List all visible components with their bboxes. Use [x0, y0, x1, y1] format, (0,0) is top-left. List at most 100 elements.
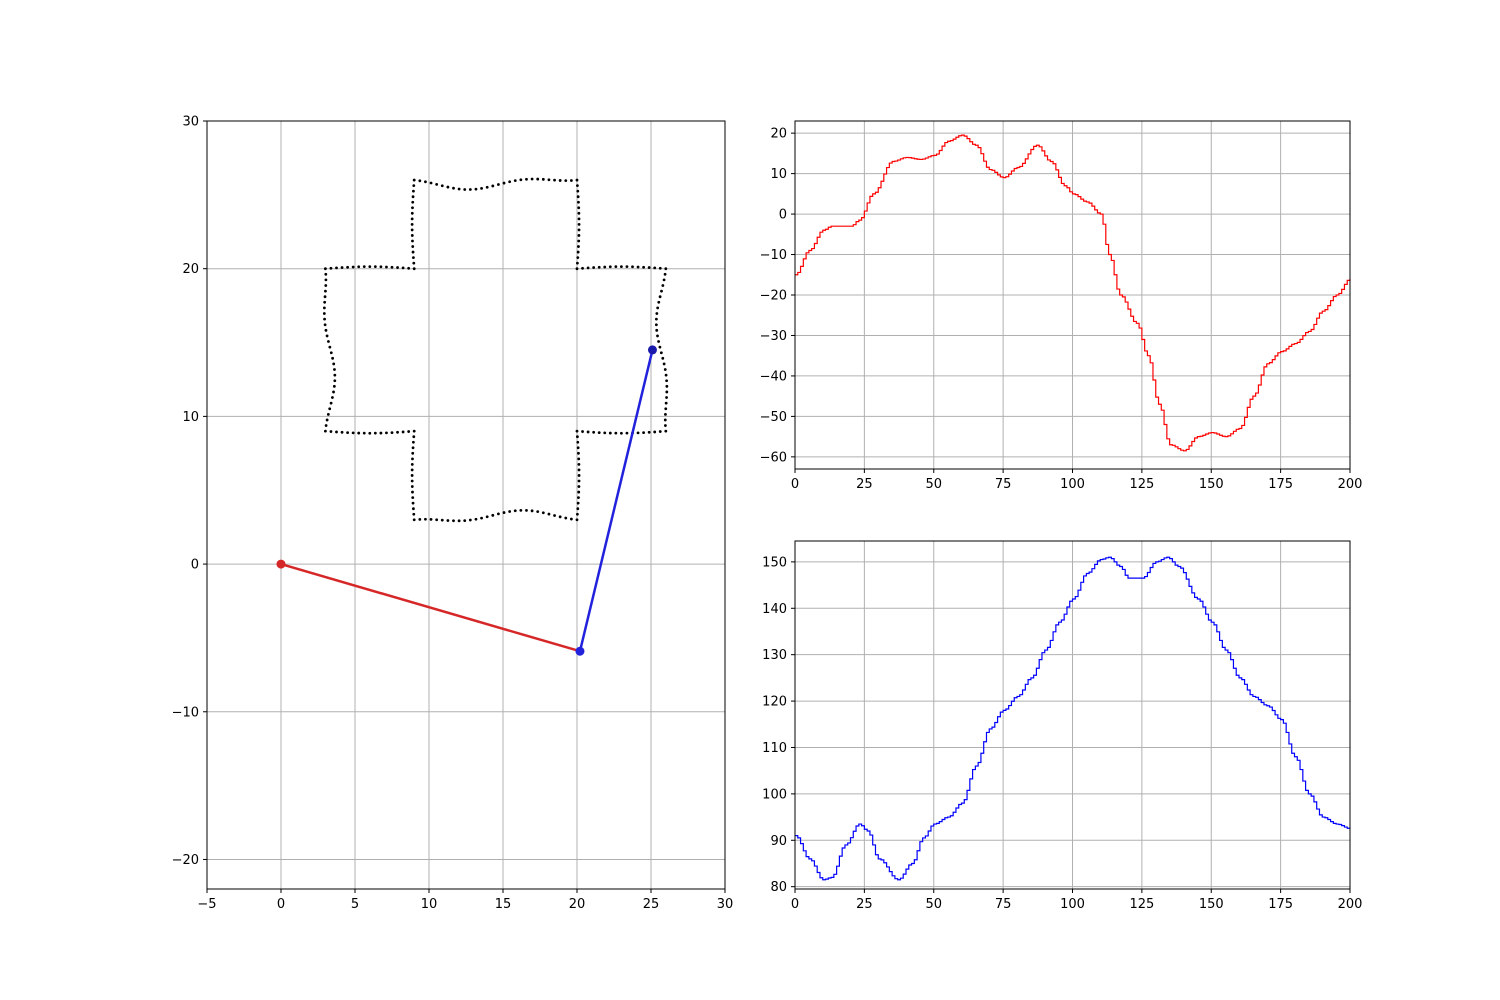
target-curve-point: [468, 188, 472, 191]
target-curve-point: [658, 430, 662, 433]
target-curve-point: [452, 519, 455, 523]
target-curve-point: [665, 379, 669, 383]
target-curve-point: [491, 184, 495, 188]
target-curve-point: [547, 512, 551, 516]
target-curve-point: [324, 424, 328, 427]
x-tick-label: 100: [1060, 897, 1085, 912]
target-curve-point: [357, 265, 361, 269]
target-curve-point: [333, 379, 337, 383]
target-curve-point: [636, 431, 640, 435]
target-curve-point: [335, 430, 338, 434]
target-curve-point: [576, 250, 580, 254]
target-curve-point: [333, 373, 337, 377]
target-curve-point: [385, 265, 388, 269]
x-tick-label: 75: [995, 897, 1012, 912]
target-curve-point: [664, 373, 668, 377]
x-tick-label: 10: [421, 897, 438, 912]
target-curve-point: [331, 396, 334, 399]
target-curve-point: [547, 178, 551, 182]
target-curve-point: [379, 265, 383, 269]
target-curve-point: [373, 265, 377, 269]
target-curve-point: [340, 266, 344, 269]
target-curve-point: [577, 490, 581, 494]
x-tick-label: 100: [1060, 477, 1085, 492]
target-curve-point: [411, 446, 415, 450]
target-curve-point: [581, 266, 584, 270]
target-curve-point: [340, 430, 344, 434]
target-curve-point: [429, 518, 433, 521]
y-tick-label: −30: [760, 329, 787, 344]
target-curve-point: [663, 368, 667, 371]
x-tick-label: 75: [995, 477, 1012, 492]
target-curve-point: [411, 496, 415, 500]
y-tick-label: −40: [760, 369, 787, 384]
x-tick-label: 175: [1268, 897, 1293, 912]
x-tick-label: 15: [495, 897, 512, 912]
target-curve-point: [368, 265, 372, 269]
target-curve-point: [410, 234, 414, 237]
target-curve-point: [401, 266, 405, 270]
target-curve-point: [410, 474, 414, 477]
target-curve-point: [614, 431, 618, 435]
target-curve-point: [410, 485, 414, 488]
target-curve-point: [577, 485, 581, 488]
target-curve-point: [324, 272, 328, 276]
target-curve-point: [603, 431, 607, 435]
target-curve-point: [564, 516, 568, 520]
y-tick-label: 10: [770, 167, 787, 182]
target-curve-point: [411, 490, 414, 494]
target-curve-point: [660, 289, 663, 293]
target-curve-point: [586, 430, 590, 434]
target-curve-point: [577, 200, 580, 204]
target-curve-point: [412, 429, 416, 433]
target-curve-point: [452, 186, 455, 190]
target-curve-point: [410, 217, 414, 221]
y-tick-label: 100: [762, 787, 787, 802]
plot-area: [207, 121, 725, 889]
axes-frame: [794, 540, 1351, 890]
target-curve-point: [480, 516, 483, 520]
target-curve-point: [411, 250, 415, 254]
target-curve-point: [647, 266, 651, 269]
y-tick-label: 80: [770, 880, 787, 895]
grid: [794, 121, 1351, 469]
x-tick-label: 5: [351, 897, 359, 912]
target-curve-point: [577, 462, 581, 466]
target-curve-point: [326, 412, 330, 416]
target-curve-point: [485, 515, 489, 519]
target-curve-point: [362, 265, 366, 269]
target-curve-point: [324, 284, 328, 287]
target-curve-point: [642, 265, 645, 269]
y-tick-label: 0: [191, 558, 199, 573]
target-curve-point: [661, 356, 665, 360]
target-curve-point: [362, 431, 366, 435]
target-curve-point: [385, 431, 388, 435]
target-curve-point: [410, 479, 414, 483]
target-curve-point: [664, 407, 668, 411]
target-curve-point: [435, 518, 439, 522]
target-curve-point: [576, 446, 580, 450]
target-curve-point: [440, 184, 444, 188]
target-curve-point: [636, 265, 640, 269]
target-curve-point: [577, 222, 581, 226]
target-curve-point: [412, 267, 416, 271]
target-curve-point: [662, 278, 666, 282]
target-curve-point: [575, 518, 579, 522]
target-curve-point: [412, 440, 415, 444]
y-tick-label: 150: [762, 555, 787, 570]
target-curve-point: [323, 295, 327, 299]
target-curve-point: [586, 266, 590, 270]
target-curve-point: [324, 328, 328, 332]
target-curve-point: [664, 267, 668, 271]
target-curve-point: [446, 519, 450, 522]
series-line: [795, 556, 1351, 881]
target-curve-point: [412, 435, 416, 439]
target-curve-point: [357, 431, 361, 435]
target-curve-point: [329, 401, 333, 405]
target-curve-point: [576, 440, 580, 444]
target-curve-point: [576, 256, 580, 260]
target-curve-point: [411, 200, 415, 204]
target-curve-point: [597, 431, 601, 435]
target-curve-point: [332, 384, 336, 388]
target-curve-point: [658, 345, 662, 349]
